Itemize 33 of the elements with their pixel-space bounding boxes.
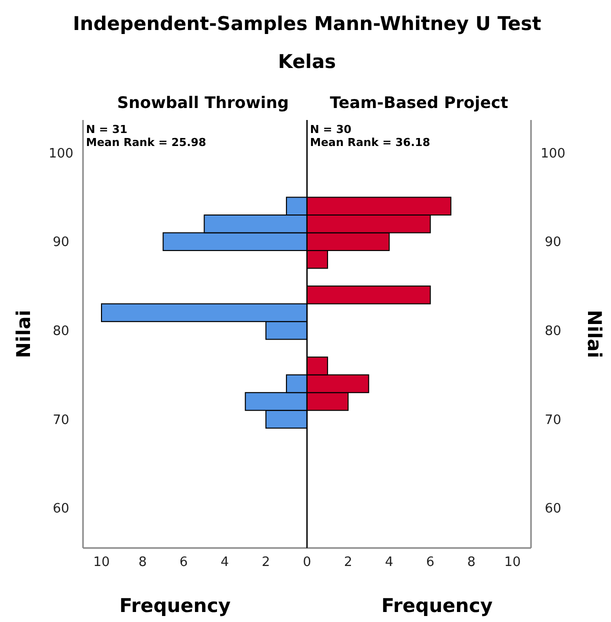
y-tick-label: 70 [544, 412, 562, 428]
x-tick-label: 0 [302, 555, 312, 570]
y-axis-title: Nilai [13, 310, 35, 358]
annotation: N = 31 [86, 123, 128, 136]
y-tick-label: 80 [52, 324, 70, 339]
x-tick-label: 8 [138, 555, 147, 570]
x-axis-title: Frequency [119, 595, 232, 617]
chart-subtitle: Kelas [278, 51, 336, 73]
annotation: Mean Rank = 25.98 [86, 136, 206, 149]
text: Team-Based Project [330, 93, 508, 112]
x-tick-label: 2 [344, 555, 352, 570]
x-tick-label: 8 [467, 555, 476, 570]
y-tick-label: 100 [540, 146, 566, 162]
annotation: N = 30 [310, 123, 352, 136]
x-tick-label: 4 [385, 555, 394, 570]
text: Snowball Throwing [117, 93, 289, 112]
y-tick-label: 90 [52, 235, 70, 250]
y-tick-label: 100 [48, 146, 74, 162]
x-tick-label: 10 [93, 555, 110, 570]
y-tick-label: 90 [544, 235, 562, 250]
chart-title: Independent-Samples Mann-Whitney U Test [72, 13, 542, 35]
annotation: Mean Rank = 36.18 [310, 136, 430, 149]
x-tick-label: 10 [504, 555, 521, 570]
y-tick-label: 60 [52, 502, 70, 517]
y-tick-label: 60 [544, 502, 562, 517]
y-axis-title: Nilai [583, 310, 605, 358]
x-axis-title: Frequency [381, 595, 494, 617]
y-tick-label: 70 [52, 412, 70, 428]
y-tick-label: 80 [544, 324, 562, 339]
x-tick-label: 6 [426, 555, 434, 570]
x-tick-label: 2 [262, 555, 270, 570]
x-tick-label: 6 [180, 555, 188, 570]
x-tick-label: 4 [220, 555, 229, 570]
